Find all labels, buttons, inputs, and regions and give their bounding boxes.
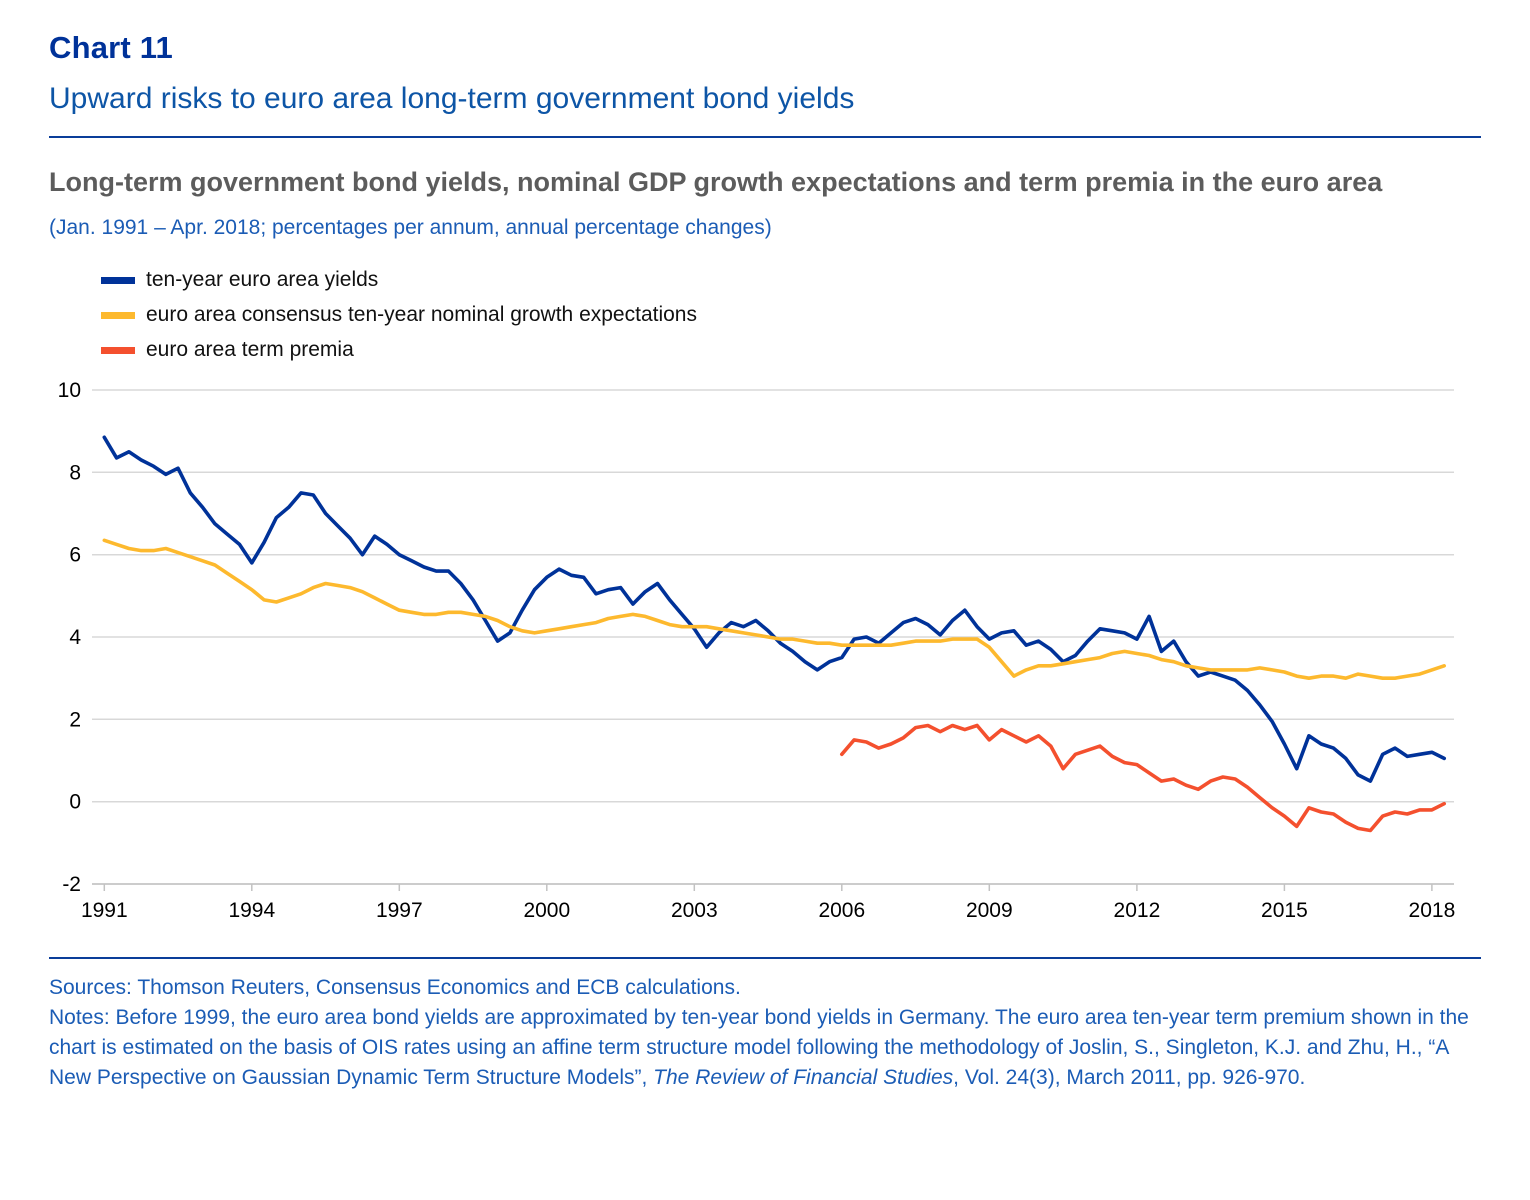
svg-text:2009: 2009 bbox=[966, 899, 1013, 922]
svg-text:2003: 2003 bbox=[671, 899, 718, 922]
svg-text:4: 4 bbox=[69, 626, 81, 649]
svg-text:2018: 2018 bbox=[1409, 899, 1456, 922]
top-divider bbox=[49, 136, 1481, 138]
legend-label: euro area consensus ten-year nominal gro… bbox=[146, 303, 697, 327]
chart-subtitle: Long-term government bond yields, nomina… bbox=[49, 167, 1383, 197]
legend-item: euro area consensus ten-year nominal gro… bbox=[101, 303, 1481, 327]
page-title: Upward risks to euro area long-term gove… bbox=[49, 82, 855, 115]
legend-swatch bbox=[101, 311, 135, 319]
svg-text:2015: 2015 bbox=[1261, 899, 1308, 922]
chart-header: Chart 11 Upward risks to euro area long-… bbox=[49, 30, 1481, 116]
legend-item: euro area term premia bbox=[101, 338, 1481, 362]
line-chart: 10 8 6 4 2 0 -2 1991 1994 1997 2000 2003 2006 2009 201… bbox=[49, 376, 1481, 933]
svg-text:2006: 2006 bbox=[818, 899, 865, 922]
svg-text:1994: 1994 bbox=[228, 899, 275, 922]
svg-text:8: 8 bbox=[69, 462, 81, 485]
legend-label: ten-year euro area yields bbox=[146, 268, 379, 292]
bottom-divider bbox=[49, 957, 1481, 960]
chart-footer: Sources: Thomson Reuters, Consensus Econ… bbox=[49, 973, 1481, 1092]
svg-text:2: 2 bbox=[69, 709, 81, 732]
chart-number: Chart 11 bbox=[49, 30, 173, 65]
svg-text:10: 10 bbox=[58, 379, 81, 402]
notes-journal-name: The Review of Financial Studies bbox=[653, 1065, 954, 1089]
svg-text:-2: -2 bbox=[62, 873, 81, 896]
sources-line: Sources: Thomson Reuters, Consensus Econ… bbox=[49, 976, 741, 1000]
chart-legend: ten-year euro area yields euro area conse… bbox=[101, 268, 1481, 362]
legend-swatch bbox=[101, 276, 135, 284]
svg-text:1991: 1991 bbox=[81, 899, 128, 922]
svg-text:6: 6 bbox=[69, 544, 81, 567]
svg-text:0: 0 bbox=[69, 791, 81, 814]
axis-units-note: (Jan. 1991 – Apr. 2018; percentages per … bbox=[49, 216, 772, 240]
notes-line: Notes: Before 1999, the euro area bond y… bbox=[49, 1003, 1481, 1092]
svg-text:2000: 2000 bbox=[523, 899, 570, 922]
notes-text: Notes: Before 1999, the euro area bond y… bbox=[49, 1006, 1469, 1089]
legend-swatch bbox=[101, 346, 135, 354]
legend-label: euro area term premia bbox=[146, 338, 354, 362]
notes-citation: , Vol. 24(3), March 2011, pp. 926-970. bbox=[953, 1065, 1306, 1089]
svg-text:1997: 1997 bbox=[376, 899, 423, 922]
legend-item: ten-year euro area yields bbox=[101, 268, 1481, 292]
svg-text:2012: 2012 bbox=[1114, 899, 1161, 922]
